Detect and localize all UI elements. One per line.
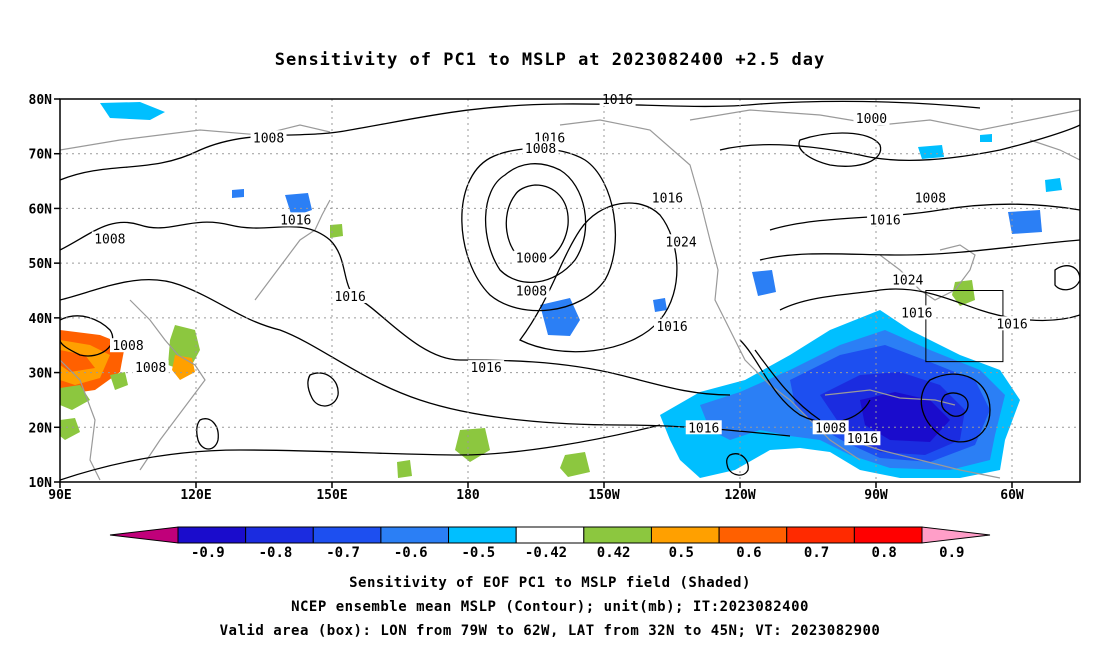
- lon-label: 150W: [588, 488, 619, 503]
- contour-label-bg: [513, 283, 550, 298]
- caption-line-2: NCEP ensemble mean MSLP (Contour); unit(…: [291, 599, 809, 615]
- colorbar-swatch: [380, 526, 450, 544]
- contour-label-bg: [110, 338, 146, 353]
- graticule: [60, 99, 1080, 482]
- contour-label-bg: [522, 141, 559, 156]
- contour-label-bg: [994, 316, 1030, 331]
- colorbar-label: -0.7: [326, 545, 360, 561]
- lat-label: 30N: [29, 367, 53, 382]
- contour-label-bg: [250, 130, 287, 145]
- lat-label: 60N: [29, 202, 53, 217]
- colorbar-swatch: [448, 526, 517, 544]
- contour-label-bg: [853, 111, 890, 126]
- contour-label: 1016: [996, 317, 1027, 332]
- contour-label: 1016: [869, 213, 900, 228]
- contour-label: 1016: [334, 290, 365, 305]
- contour-label: 1016: [901, 306, 932, 321]
- contour-label: 1016: [652, 191, 683, 206]
- contour-label: 1016: [847, 432, 878, 447]
- colorbar-label: -0.6: [394, 545, 428, 561]
- contour-label-bg: [812, 420, 849, 435]
- colorbar-label: 0.9: [939, 545, 964, 561]
- lon-label: 120E: [180, 488, 211, 503]
- contour-label-bg: [132, 360, 169, 375]
- colorbar-low-triangle: [109, 526, 179, 544]
- contour-label: 1016: [470, 361, 501, 376]
- caption-line-3: Valid area (box): LON from 79W to 62W, L…: [219, 623, 881, 639]
- colorbar-label: 0.6: [736, 545, 761, 561]
- contour-label-bg: [468, 360, 505, 375]
- colorbar-label: -0.9: [191, 545, 225, 561]
- map-field-layer: [60, 100, 1080, 481]
- colorbar-label: 0.42: [597, 545, 631, 561]
- contour-label-bg: [277, 212, 314, 227]
- contour-label: 1016: [602, 93, 633, 108]
- lat-label: 40N: [29, 312, 53, 327]
- contour-label-bg: [513, 250, 550, 265]
- contour-label: 1016: [280, 213, 311, 228]
- contour-label: 1016: [688, 421, 719, 436]
- lon-label: 120W: [724, 488, 755, 503]
- colorbar-label: 0.7: [804, 545, 829, 561]
- colorbar-label: -0.5: [462, 545, 496, 561]
- contour-label: 1008: [525, 142, 556, 157]
- contour-label-bg: [912, 190, 949, 205]
- contour-label: 1008: [112, 339, 143, 354]
- contour-label-bg: [654, 319, 690, 334]
- colorbar-swatch: [515, 526, 585, 544]
- colorbar: -0.9 -0.8 -0.7 -0.6 -0.5 -0.42 0.42 0.5 0.6 0.7 0.…: [109, 526, 991, 561]
- contour-label: 1008: [253, 131, 284, 146]
- lat-label: 70N: [29, 148, 53, 163]
- contour-label: 1008: [516, 285, 547, 300]
- lon-label: 90W: [864, 488, 888, 503]
- contour-label: 1016: [656, 320, 687, 335]
- contour-label-bg: [685, 420, 722, 435]
- contour-label-bg: [332, 288, 369, 303]
- lat-label: 50N: [29, 257, 53, 272]
- figure-title: Sensitivity of PC1 to MSLP at 2023082400…: [274, 50, 826, 70]
- contour-label: 1024: [892, 274, 923, 289]
- lat-label: 10N: [29, 476, 53, 491]
- colorbar-swatch: [853, 526, 923, 544]
- contour-label-bg: [531, 130, 568, 145]
- contour-label-bg: [889, 272, 926, 287]
- colorbar-swatch: [786, 526, 855, 544]
- contour-label: 1008: [915, 191, 946, 206]
- colorbar-swatch: [718, 526, 788, 544]
- colorbar-swatch: [177, 526, 247, 544]
- colorbar-label: 0.5: [669, 545, 694, 561]
- positive-sensitivity-shading: [60, 224, 975, 478]
- contour-label-bg: [898, 305, 935, 320]
- lon-label: 150E: [316, 488, 347, 503]
- colorbar-high-triangle: [921, 526, 991, 544]
- colorbar-swatch: [650, 526, 720, 544]
- colorbar-swatch: [312, 526, 382, 544]
- lat-label: 20N: [29, 421, 53, 436]
- lon-label: 60W: [1000, 488, 1024, 503]
- colorbar-label: -0.42: [525, 545, 567, 561]
- colorbar-label: 0.8: [872, 545, 897, 561]
- lat-label: 80N: [29, 93, 53, 108]
- contour-label-bg: [663, 234, 700, 249]
- contour-label: 1008: [94, 233, 125, 248]
- contour-label: 1000: [856, 112, 887, 127]
- contour-label: 1024: [665, 235, 696, 250]
- lon-label: 180: [456, 488, 480, 503]
- colorbar-swatch: [583, 526, 652, 544]
- contour-label-bg: [844, 431, 881, 446]
- map-frame: [59, 98, 1081, 483]
- contour-label: 1008: [815, 421, 846, 436]
- contour-label-bg: [867, 212, 904, 227]
- colorbar-swatch: [245, 526, 314, 544]
- lon-label: 90E: [48, 488, 71, 503]
- contour-label: 1008: [135, 361, 166, 376]
- contour-label-bg: [91, 231, 128, 246]
- colorbar-label: -0.8: [259, 545, 293, 561]
- contour-label-bg: [649, 190, 686, 205]
- contour-label: 1000: [516, 252, 547, 267]
- caption-line-1: Sensitivity of EOF PC1 to MSLP field (Sh…: [349, 575, 751, 591]
